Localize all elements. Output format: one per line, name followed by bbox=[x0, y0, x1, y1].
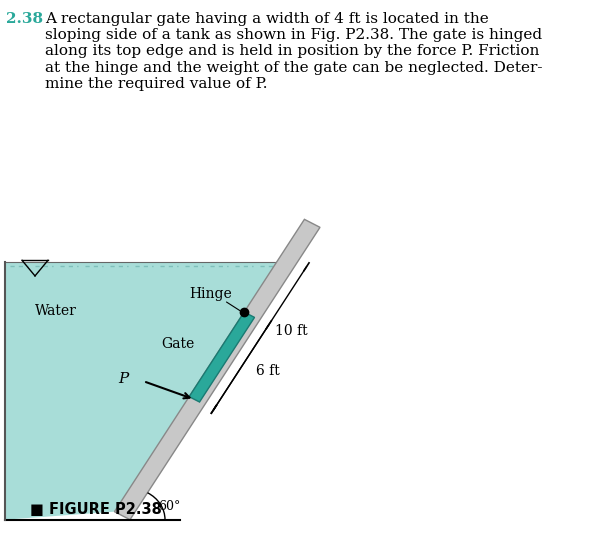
Text: 10 ft: 10 ft bbox=[275, 324, 308, 338]
Text: ■ FIGURE P2.38: ■ FIGURE P2.38 bbox=[30, 502, 162, 517]
Polygon shape bbox=[115, 220, 320, 520]
Polygon shape bbox=[5, 262, 277, 520]
Polygon shape bbox=[189, 312, 255, 402]
Text: 60°: 60° bbox=[158, 499, 181, 513]
Text: A rectangular gate having a width of 4 ft is located in the
sloping side of a ta: A rectangular gate having a width of 4 f… bbox=[45, 12, 543, 91]
Text: Hinge: Hinge bbox=[189, 287, 232, 301]
Text: Water: Water bbox=[35, 304, 77, 318]
Text: 6 ft: 6 ft bbox=[256, 365, 280, 378]
Text: P: P bbox=[118, 373, 128, 386]
Text: Gate: Gate bbox=[162, 337, 195, 351]
Text: 2.38: 2.38 bbox=[6, 12, 43, 26]
